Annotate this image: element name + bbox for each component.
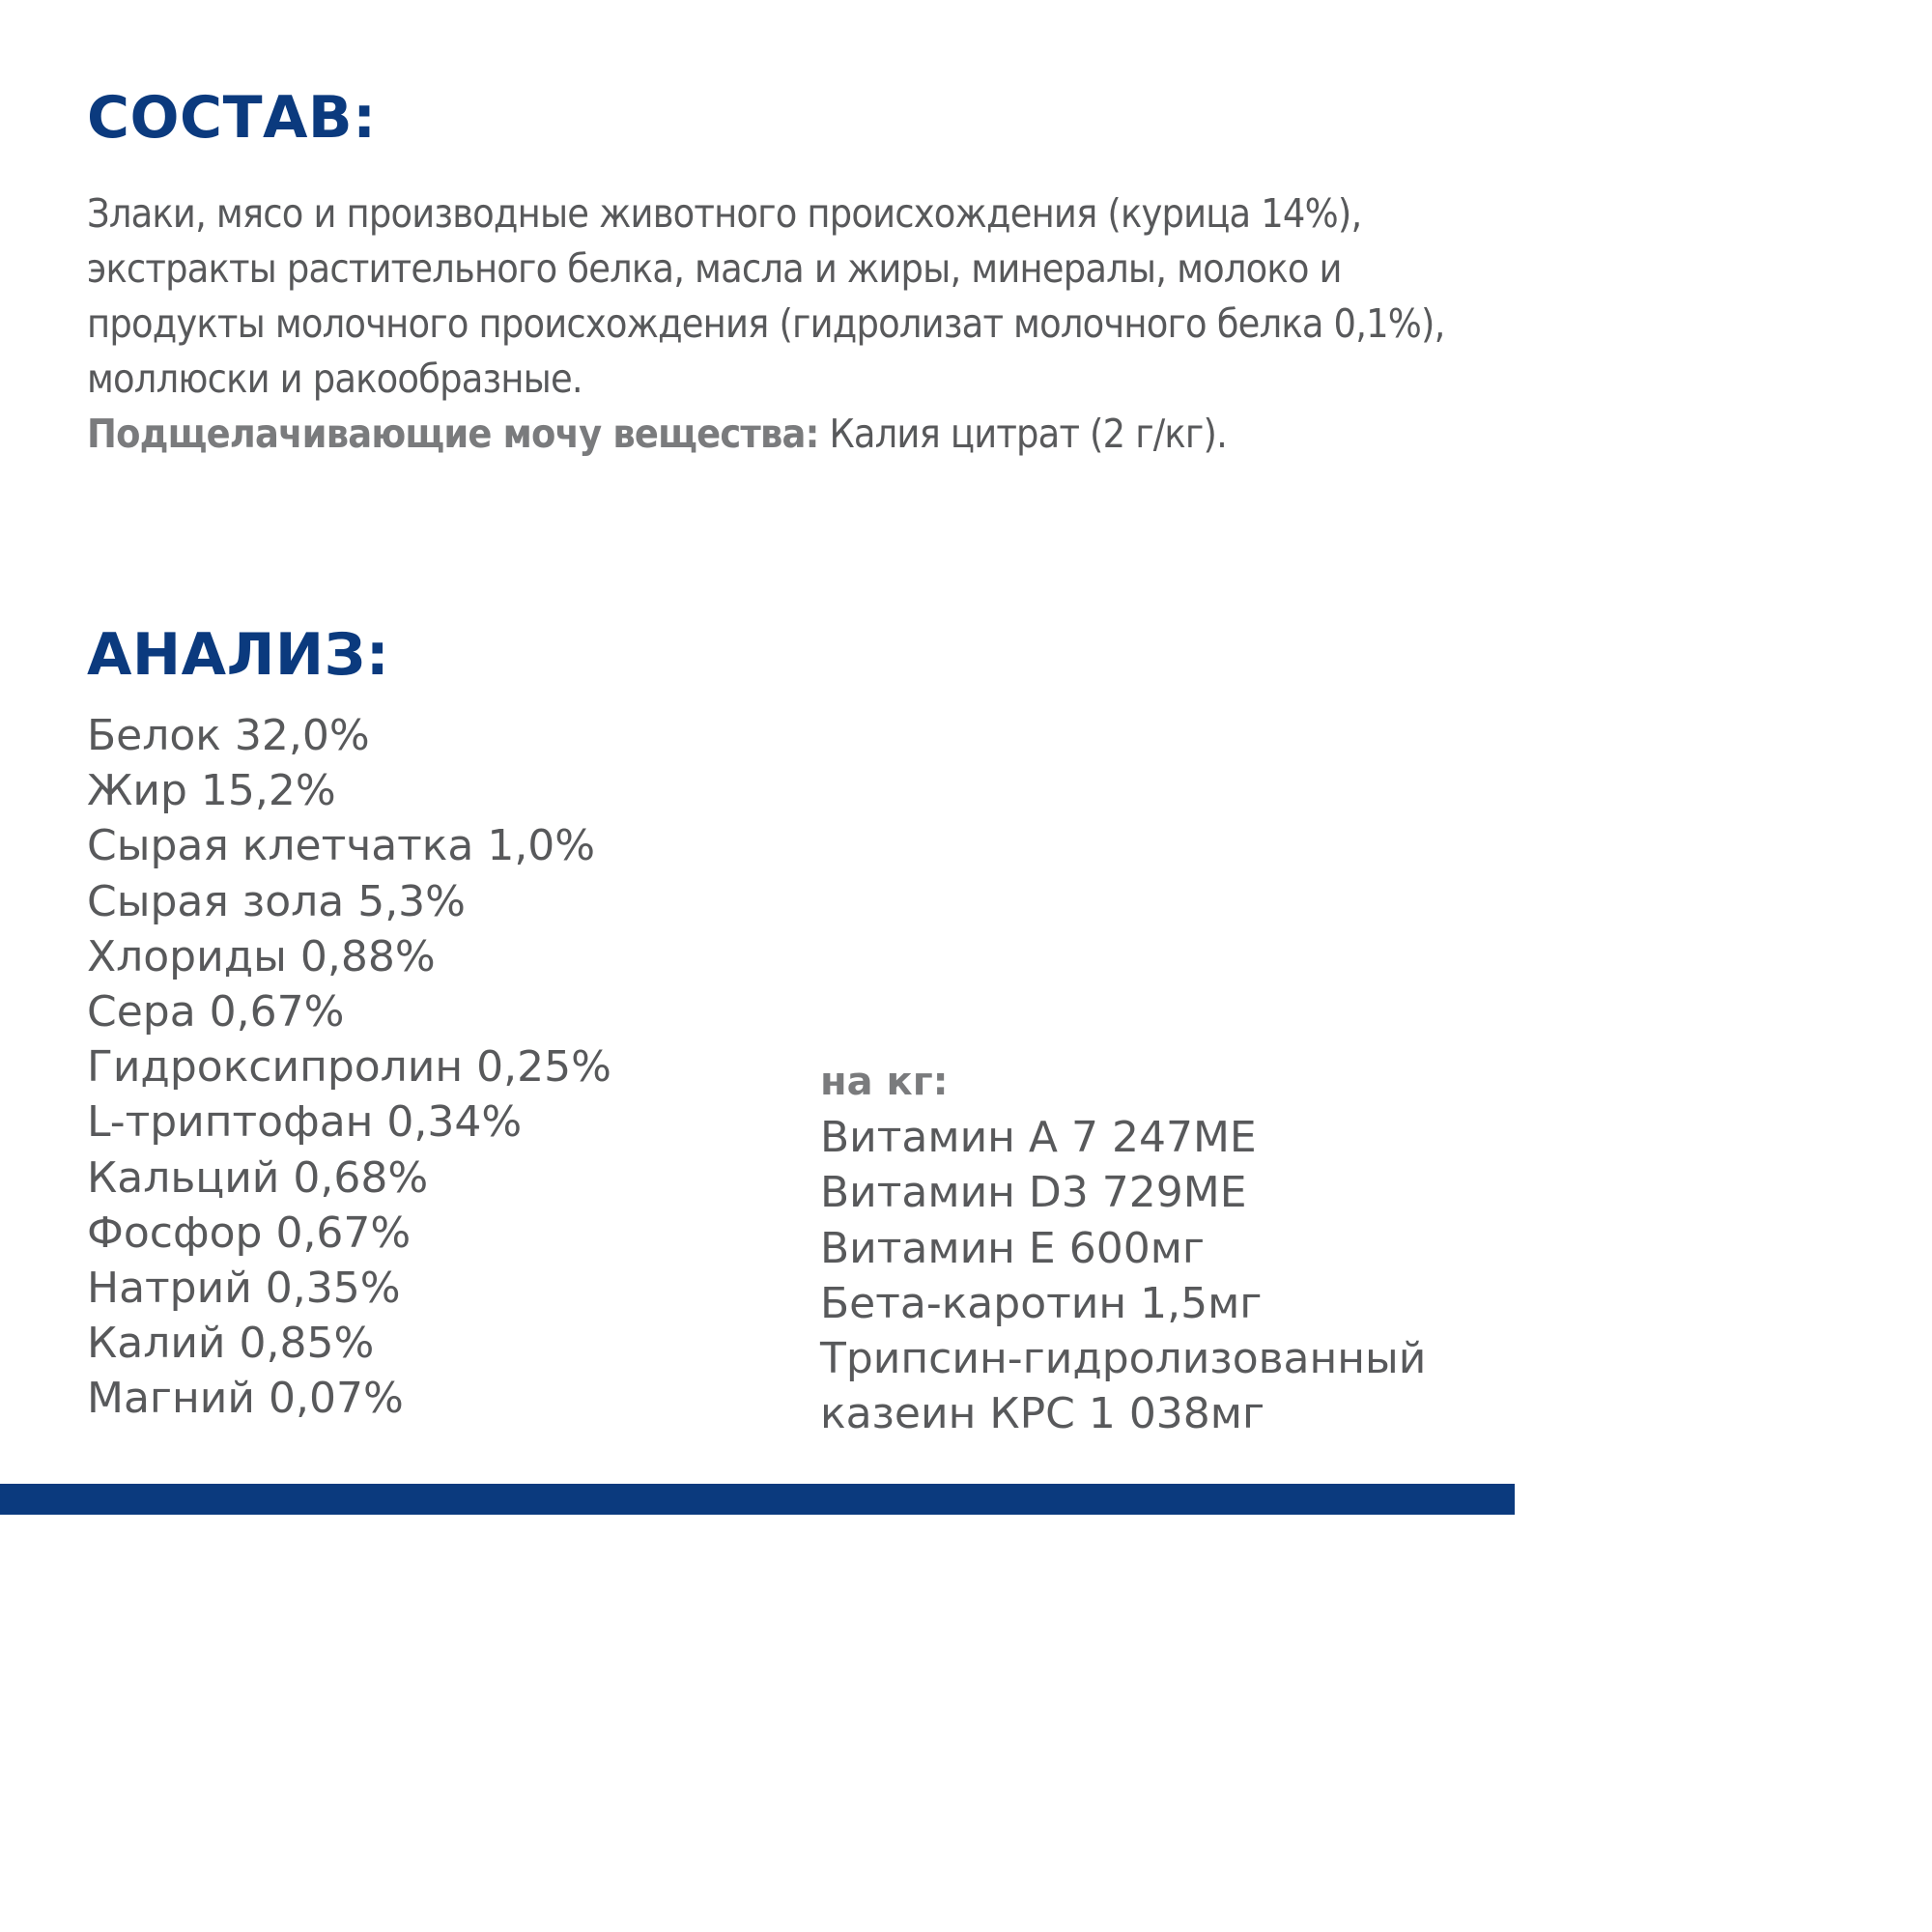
composition-text-block: Злаки, мясо и производные животного прои… <box>87 186 1459 462</box>
urine-alkalizers-value: Калия цитрат (2 г/кг). <box>818 411 1227 457</box>
analysis-item: Фосфор 0,67% <box>87 1208 412 1258</box>
analysis-item: Гидроксипролин 0,25% <box>87 1042 611 1093</box>
per-kg-item: казеин КРС 1 038мг <box>820 1389 1265 1439</box>
per-kg-item: Витамин А 7 247МЕ <box>820 1113 1257 1163</box>
urine-alkalizers-line: Подщелачивающие мочу вещества: Калия цит… <box>87 407 1459 462</box>
per-kg-item: Витамин Е 600мг <box>820 1223 1205 1273</box>
analysis-item: Калий 0,85% <box>87 1319 375 1369</box>
analysis-item: Сырая клетчатка 1,0% <box>87 821 596 871</box>
per-kg-list: Витамин А 7 247МЕ Витамин D3 729МЕ Витам… <box>820 1110 1426 1441</box>
analysis-item: Хлориды 0,88% <box>87 931 436 981</box>
composition-heading: СОСТАВ: <box>87 84 377 152</box>
analysis-item: L-триптофан 0,34% <box>87 1097 523 1148</box>
analysis-item: Кальций 0,68% <box>87 1152 429 1203</box>
analysis-item: Сера 0,67% <box>87 987 345 1037</box>
bottom-brand-bar <box>0 1484 1515 1515</box>
analysis-item: Сырая зола 5,3% <box>87 876 466 926</box>
analysis-item: Белок 32,0% <box>87 711 370 760</box>
analysis-heading: АНАЛИЗ: <box>87 621 390 689</box>
urine-alkalizers-label: Подщелачивающие мочу вещества: <box>87 411 819 457</box>
per-kg-label: на кг: <box>820 1060 949 1104</box>
analysis-item: Магний 0,07% <box>87 1374 404 1424</box>
analysis-list: Белок 32,0% Жир 15,2% Сырая клетчатка 1,… <box>87 708 611 1427</box>
analysis-item: Натрий 0,35% <box>87 1264 401 1314</box>
per-kg-item: Бета-каротин 1,5мг <box>820 1278 1263 1328</box>
per-kg-block: на кг: Витамин А 7 247МЕ Витамин D3 729М… <box>820 1055 1426 1441</box>
analysis-item: Жир 15,2% <box>87 766 336 816</box>
per-kg-item: Витамин D3 729МЕ <box>820 1168 1247 1218</box>
per-kg-item: Трипсин-гидролизованный <box>820 1334 1427 1384</box>
composition-ingredients: Злаки, мясо и производные животного прои… <box>87 190 1445 402</box>
